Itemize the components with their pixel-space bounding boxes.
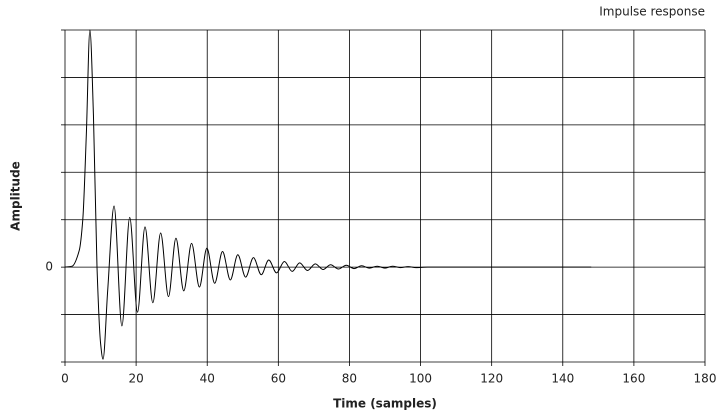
x-tick-label: 60 [271, 372, 286, 386]
x-tick-label: 0 [61, 372, 69, 386]
x-tick-label: 120 [480, 372, 503, 386]
chart-title: Impulse response [599, 5, 705, 19]
x-tick-label: 160 [622, 372, 645, 386]
x-axis-title: Time (samples) [333, 397, 437, 411]
x-tick-label: 40 [200, 372, 215, 386]
y-tick-label: 0 [45, 260, 53, 274]
x-tick-label: 80 [342, 372, 357, 386]
x-tick-label: 180 [694, 372, 717, 386]
x-tick-label: 20 [128, 372, 143, 386]
data-line [64, 29, 592, 360]
x-tick-label: 140 [551, 372, 574, 386]
x-tick-label: 100 [409, 372, 432, 386]
y-axis-title: Amplitude [9, 161, 23, 231]
